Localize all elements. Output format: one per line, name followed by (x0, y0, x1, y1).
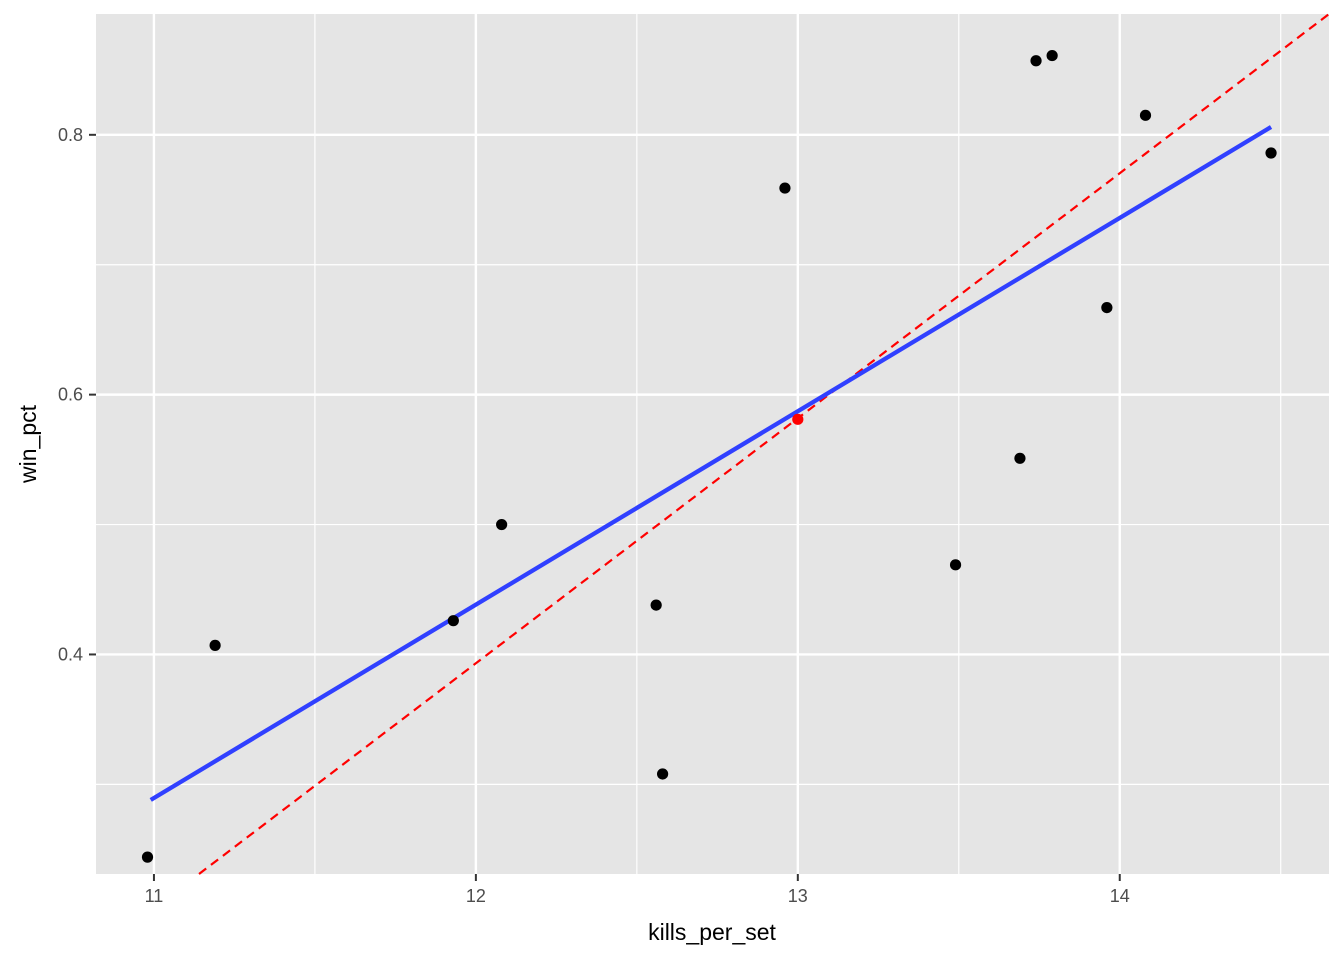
y-tick-label: 0.6 (58, 385, 83, 405)
x-tick-label: 11 (145, 886, 164, 906)
data-point (1030, 55, 1042, 67)
y-tick-label: 0.4 (58, 644, 83, 664)
y-axis-title: win_pct (15, 404, 41, 484)
data-point (1265, 147, 1277, 159)
fit-line-layer (149, 125, 1273, 802)
x-tick-label: 14 (1110, 886, 1130, 906)
data-point (779, 182, 791, 194)
plot-panel (96, 14, 1329, 874)
data-point (1139, 109, 1152, 121)
x-tick-label: 12 (466, 886, 486, 906)
data-point (209, 639, 221, 651)
x-axis: 11 12 13 14 (145, 874, 1130, 906)
x-tick-label: 13 (788, 886, 808, 906)
x-axis-title: kills_per_set (648, 919, 776, 945)
data-point (496, 518, 508, 531)
data-point (650, 599, 662, 611)
data-point (1101, 301, 1113, 314)
data-point (141, 851, 154, 863)
reference-line-layer (198, 13, 1330, 875)
minor-grid (96, 14, 1329, 874)
fit-line (149, 125, 1273, 802)
data-point (657, 768, 669, 780)
y-axis: 0.4 0.6 0.8 (58, 125, 96, 664)
data-point (1046, 49, 1058, 62)
reference-line (198, 13, 1330, 875)
highlight-point (792, 413, 804, 425)
y-tick-label: 0.8 (58, 125, 83, 145)
data-point (447, 615, 459, 627)
data-point (949, 559, 962, 571)
major-grid (96, 14, 1329, 874)
points-layer (141, 49, 1277, 863)
data-point (1014, 452, 1026, 464)
